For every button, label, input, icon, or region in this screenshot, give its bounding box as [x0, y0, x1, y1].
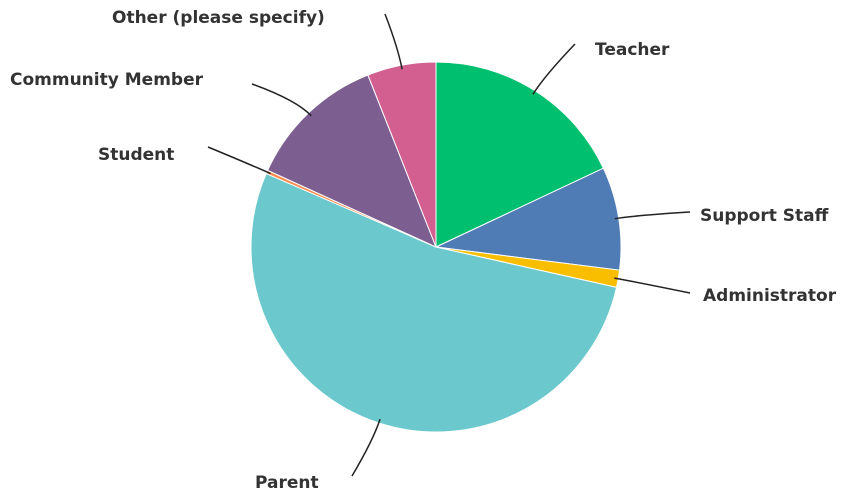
leader-line	[614, 211, 691, 220]
leader-line	[532, 43, 576, 95]
slice-label: Administrator	[703, 286, 837, 306]
leader-line	[384, 13, 403, 70]
leader-line	[351, 418, 381, 477]
slice-label: Other (please specify)	[112, 8, 325, 28]
slice-label: Student	[98, 145, 174, 165]
leader-line	[614, 277, 691, 294]
slice-label: Parent	[255, 473, 319, 493]
slice-label: Community Member	[10, 70, 204, 90]
leader-line	[251, 83, 312, 117]
slice-label: Support Staff	[700, 206, 829, 226]
leader-line	[207, 146, 271, 175]
slice-label: Teacher	[595, 40, 670, 60]
